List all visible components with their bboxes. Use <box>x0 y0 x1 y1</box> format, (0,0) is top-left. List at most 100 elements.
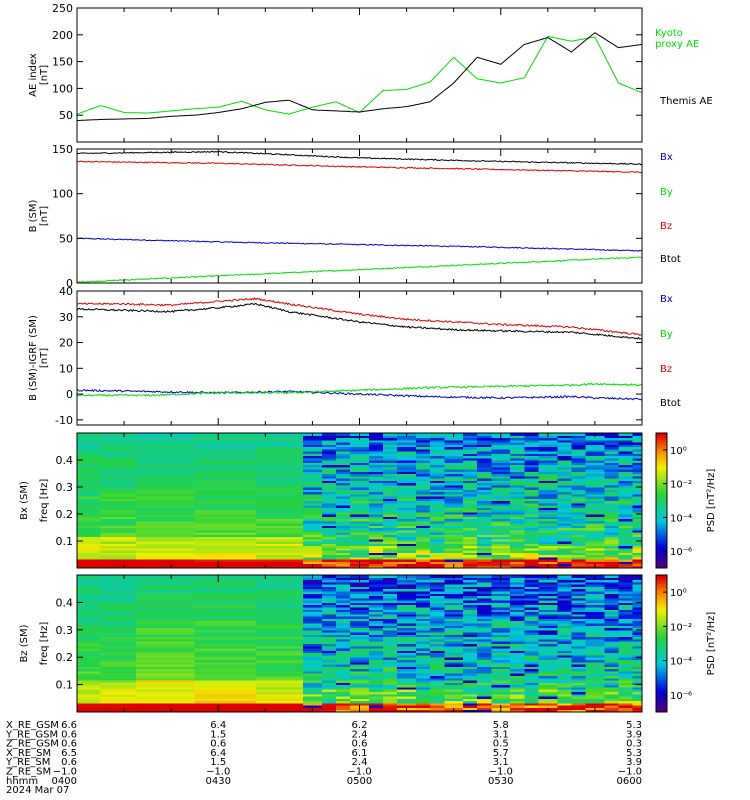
spectrogram-cell <box>604 505 619 508</box>
spectrogram-cell <box>100 577 137 581</box>
colorbar-tick-label: 10⁻² <box>670 480 692 491</box>
spectrogram-cell <box>571 484 586 488</box>
spectrogram-cell <box>571 629 586 633</box>
spectrogram-cell <box>444 507 464 511</box>
spectrogram-cell <box>303 643 323 647</box>
spectrogram-cell <box>321 552 337 556</box>
spectrogram-cell <box>571 444 586 448</box>
spectrogram-cell <box>194 547 257 551</box>
spectrogram-cell <box>604 444 619 448</box>
spectrogram-cell <box>336 618 351 622</box>
spectrogram-cell <box>510 462 525 466</box>
spectrogram-cell <box>538 657 558 660</box>
spectrogram-cell <box>336 543 351 547</box>
spectrogram-cell <box>100 505 137 508</box>
spectrogram-cell <box>604 493 619 497</box>
spectrogram-cell <box>135 469 196 472</box>
spectrogram-cell <box>510 627 525 631</box>
spectrogram-cell <box>510 666 525 670</box>
spectrogram-cell <box>255 634 304 638</box>
spectrogram-cell <box>557 516 572 520</box>
spectrogram-cell <box>604 538 619 542</box>
spectrogram-cell <box>538 547 558 551</box>
spectrogram-cell <box>303 677 323 681</box>
spectrogram-cell <box>336 648 351 651</box>
spectrogram-cell <box>303 670 323 674</box>
spectrogram-cell <box>368 638 384 642</box>
spectrogram-cell <box>444 661 464 665</box>
spectrogram-cell <box>632 493 643 497</box>
spectrogram-cell <box>77 532 101 535</box>
spectrogram-cell <box>444 489 464 493</box>
spectrogram-cell <box>321 559 337 562</box>
spectrogram-cell <box>135 502 196 506</box>
spectrogram-cell <box>350 654 370 658</box>
spectrogram-cell <box>618 643 634 647</box>
spectrogram-cell <box>557 453 572 457</box>
spectrogram-cell <box>557 634 572 638</box>
spectrogram-cell <box>585 613 605 617</box>
spectrogram-cell <box>430 577 445 581</box>
spectrogram-cell <box>524 559 539 562</box>
spectrogram-cell <box>538 545 558 549</box>
spectrogram-cell <box>397 668 417 672</box>
spectrogram-cell <box>571 536 586 540</box>
spectrogram-cell <box>585 595 605 599</box>
spectrogram-cell <box>557 536 572 540</box>
colorbar-cell <box>656 536 667 540</box>
spectrogram-cell <box>321 670 337 674</box>
y-tick-label: 0.4 <box>56 454 74 467</box>
spectrogram-cell <box>510 670 525 674</box>
spectrogram-cell <box>135 545 196 549</box>
spectrogram-cell <box>538 509 558 513</box>
spectrogram-cell <box>477 693 492 697</box>
spectrogram-cell <box>303 547 323 551</box>
spectrogram-cell <box>77 475 101 479</box>
spectrogram-cell <box>571 480 586 484</box>
spectrogram-cell <box>477 552 492 556</box>
spectrogram-cell <box>336 556 351 560</box>
spectrogram-cell <box>524 561 539 565</box>
spectrogram-cell <box>585 446 605 450</box>
spectrogram-cell <box>255 684 304 688</box>
spectrogram-cell <box>557 538 572 542</box>
spectrogram-cell <box>135 664 196 667</box>
spectrogram-cell <box>321 691 337 695</box>
spectrogram-cell <box>430 451 445 454</box>
spectrogram-cell <box>336 638 351 642</box>
spectrogram-cell <box>321 629 337 633</box>
spectrogram-cell <box>524 437 539 441</box>
spectrogram-cell <box>557 469 572 472</box>
spectrogram-cell <box>618 435 634 439</box>
spectrogram-cell <box>510 689 525 692</box>
spectrogram-cell <box>524 556 539 560</box>
spectrogram-cell <box>510 514 525 517</box>
spectrogram-cell <box>383 629 398 633</box>
spectrogram-cell <box>194 489 257 493</box>
spectrogram-cell <box>477 502 492 506</box>
spectrogram-cell <box>321 625 337 628</box>
spectrogram-cell <box>416 516 431 520</box>
spectrogram-cell <box>585 475 605 479</box>
spectrogram-cell <box>397 527 417 531</box>
spectrogram-cell <box>430 648 445 651</box>
spectrogram-cell <box>100 516 137 520</box>
spectrogram-cell <box>524 482 539 486</box>
spectrogram-cell <box>632 661 643 665</box>
spectrogram-cell <box>135 455 196 459</box>
spectrogram-cell <box>571 668 586 672</box>
y-axis-units: [nT] <box>39 206 50 226</box>
spectrogram-cell <box>430 554 445 558</box>
spectrogram-cell <box>100 707 137 711</box>
spectrogram-cell <box>632 478 643 481</box>
spectrogram-cell <box>255 604 304 608</box>
spectrogram-cell <box>100 453 137 457</box>
spectrogram-cell <box>557 446 572 450</box>
spectrogram-cell <box>463 575 478 578</box>
spectrogram-cell <box>135 693 196 697</box>
spectrogram-cell <box>255 536 304 540</box>
spectrogram-cell <box>477 520 492 524</box>
spectrogram-cell <box>477 689 492 692</box>
spectrogram-cell <box>524 668 539 672</box>
spectrogram-cell <box>255 509 304 513</box>
